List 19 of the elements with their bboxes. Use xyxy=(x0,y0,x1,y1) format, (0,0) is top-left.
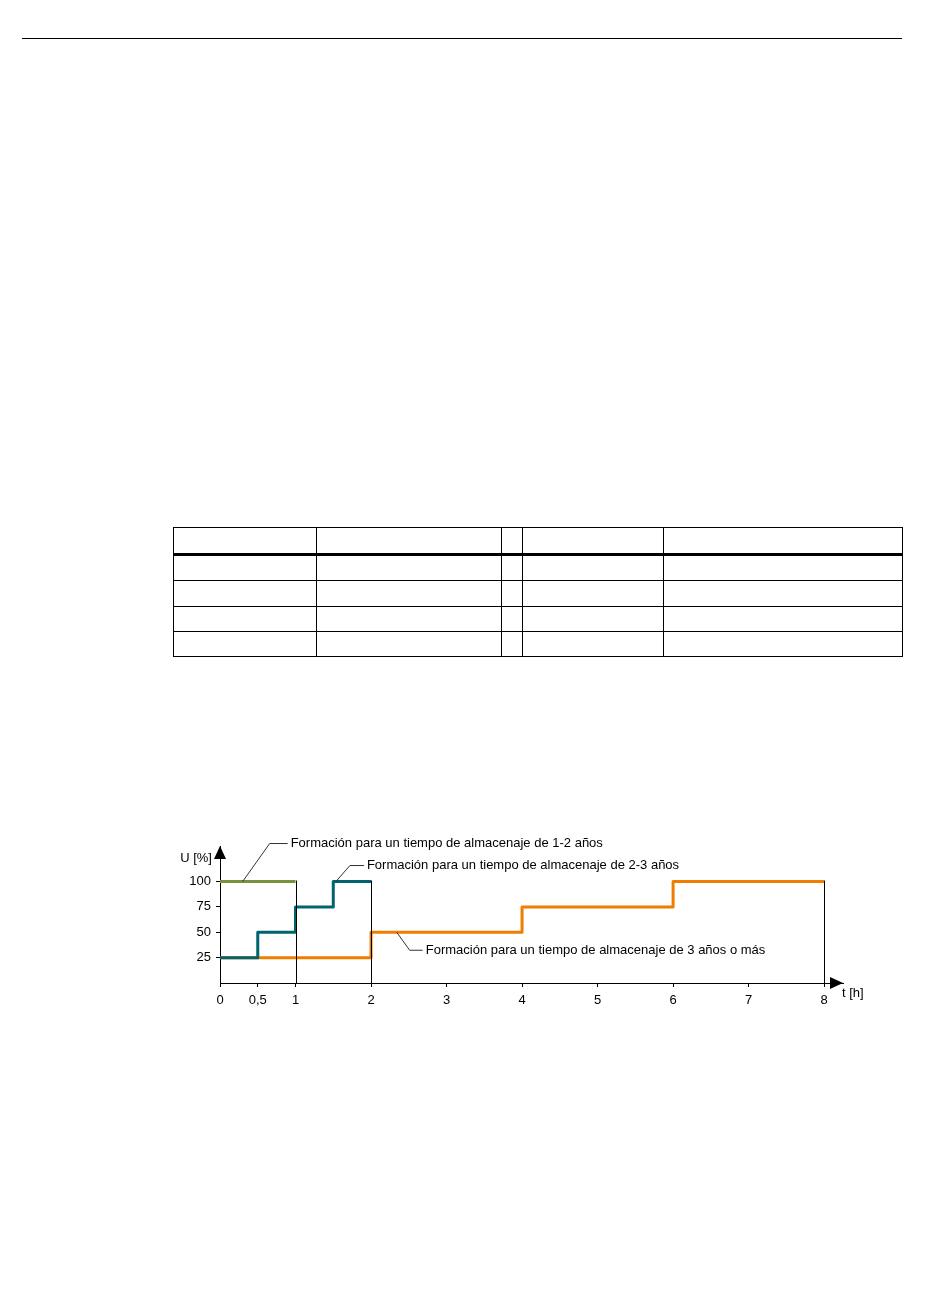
x-tick-label: 8 xyxy=(820,992,828,1008)
series-label: Formación para un tiempo de almacenaje de 3 años o más xyxy=(425,941,766,957)
y-tick-label: 75 xyxy=(196,898,211,914)
y-axis-title: U [%] xyxy=(180,849,212,865)
x-tick-label: 0,5 xyxy=(248,992,267,1008)
x-tick-label: 1 xyxy=(291,992,300,1008)
x-tick-label: 2 xyxy=(367,992,375,1008)
x-tick-label: 4 xyxy=(518,992,526,1008)
y-tick-label: 25 xyxy=(196,949,211,965)
series-label: Formación para un tiempo de almacenaje de 2-3 años xyxy=(366,857,680,873)
x-axis-title: t [h] xyxy=(842,984,864,1000)
x-tick-label: 3 xyxy=(442,992,451,1008)
x-tick-label: 5 xyxy=(593,992,602,1008)
x-tick-label: 7 xyxy=(744,992,753,1008)
x-tick-label: 6 xyxy=(669,992,677,1008)
y-tick-label: 50 xyxy=(196,923,211,939)
y-tick-label: 100 xyxy=(189,873,211,889)
x-tick-label: 0 xyxy=(216,992,224,1008)
text: Formación para un tiempo de almacenaje de 1-2 años xyxy=(290,835,604,851)
